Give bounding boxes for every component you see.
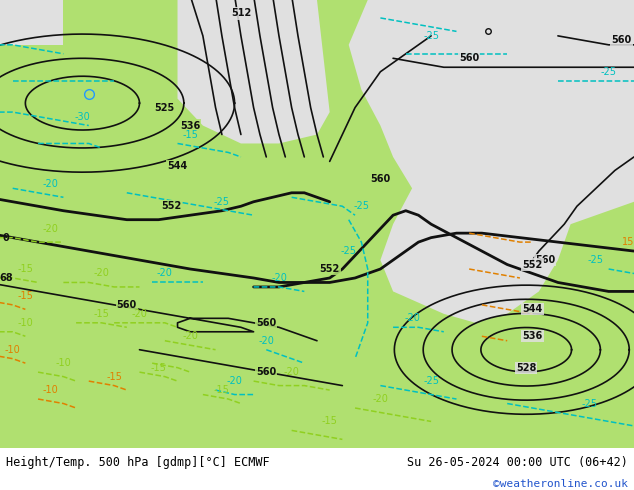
Text: 536: 536 [522,331,543,341]
Text: 15: 15 [621,237,634,247]
Text: -25: -25 [588,255,604,265]
Polygon shape [178,0,330,144]
Text: -25: -25 [353,201,370,211]
Text: 525: 525 [155,102,175,113]
Text: -20: -20 [93,269,110,278]
Text: -20: -20 [42,223,59,234]
Text: 512: 512 [231,8,251,19]
Bar [0,0,63,45]
Text: -15: -15 [182,129,198,140]
Text: 560: 560 [459,53,479,63]
Text: -15: -15 [17,264,34,274]
Text: ©weatheronline.co.uk: ©weatheronline.co.uk [493,479,628,489]
Text: 528: 528 [516,363,536,373]
Text: -15: -15 [17,291,34,301]
Text: -15: -15 [150,363,167,373]
Text: -25: -25 [423,31,439,41]
Text: 68: 68 [0,273,13,283]
Text: -15: -15 [321,416,338,426]
Text: -20: -20 [226,376,243,386]
Text: -25: -25 [214,197,230,207]
Text: -15: -15 [214,385,230,395]
Text: 560: 560 [535,255,555,265]
Text: Height/Temp. 500 hPa [gdmp][°C] ECMWF: Height/Temp. 500 hPa [gdmp][°C] ECMWF [6,456,270,469]
Text: -20: -20 [271,273,287,283]
Text: -20: -20 [182,331,198,341]
Text: -15: -15 [93,309,110,319]
Text: 536: 536 [180,121,200,130]
Text: -20: -20 [404,313,420,323]
Text: 552: 552 [522,260,543,270]
Text: 552: 552 [320,264,340,274]
Text: -20: -20 [131,309,148,319]
Text: 0: 0 [3,233,10,243]
Text: 544: 544 [522,304,543,315]
Polygon shape [349,0,634,323]
Text: -10: -10 [56,358,71,368]
Text: -20: -20 [372,394,389,404]
Text: 560: 560 [256,318,276,328]
Text: -30: -30 [75,112,90,122]
Text: 560: 560 [370,174,391,184]
Text: -10: -10 [18,318,33,328]
Text: 552: 552 [161,201,181,211]
Text: 560: 560 [256,367,276,377]
Text: 560: 560 [611,35,631,46]
Text: -20: -20 [42,179,59,189]
Text: 560: 560 [117,300,137,310]
Text: -25: -25 [423,376,439,386]
Text: -20: -20 [258,336,275,346]
Text: -10: -10 [5,344,20,355]
Text: -15: -15 [106,371,122,382]
Text: -25: -25 [581,398,598,409]
Text: -20: -20 [283,367,300,377]
Text: Su 26-05-2024 00:00 UTC (06+42): Su 26-05-2024 00:00 UTC (06+42) [407,456,628,469]
Text: -10: -10 [43,385,58,395]
Text: -25: -25 [340,246,357,256]
Text: -20: -20 [157,269,173,278]
Text: 544: 544 [167,161,188,171]
Text: -25: -25 [600,67,617,77]
